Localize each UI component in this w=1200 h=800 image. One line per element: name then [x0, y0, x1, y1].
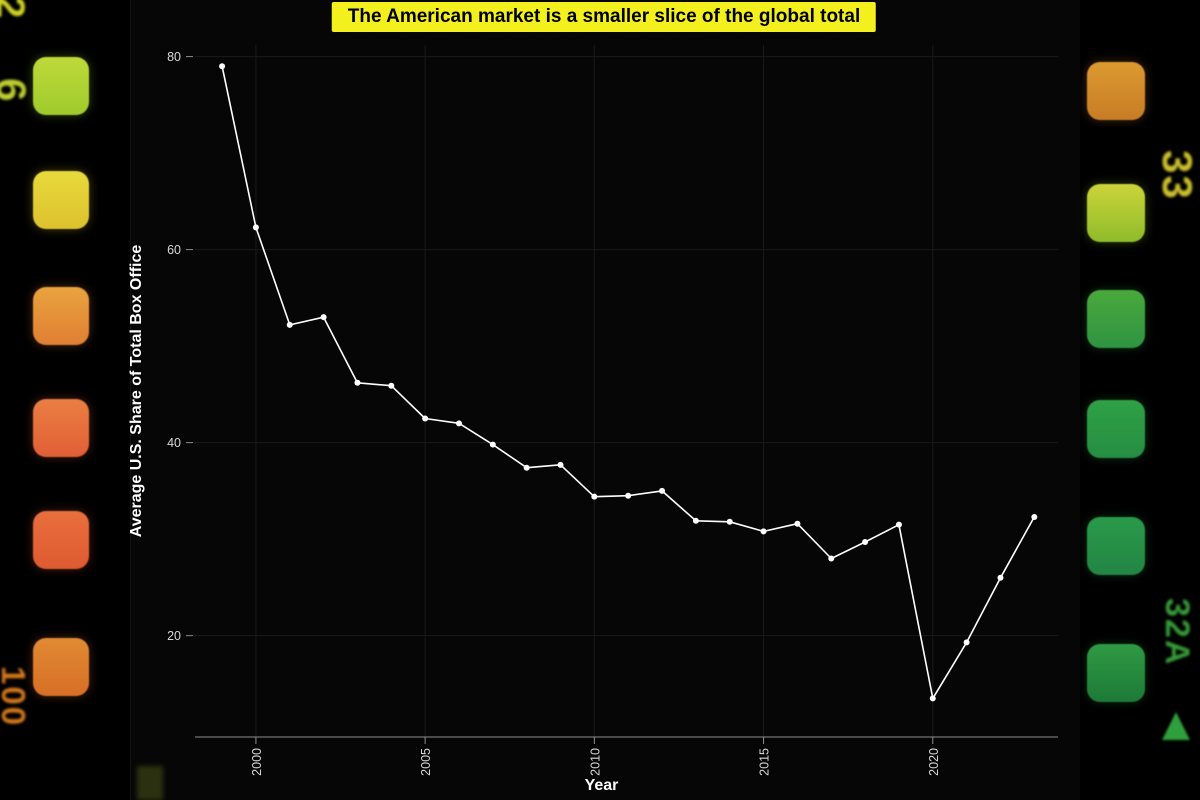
x-tick-label: 2005	[419, 748, 433, 776]
data-point	[997, 574, 1004, 581]
data-point	[455, 420, 462, 427]
sprocket-hole	[1087, 62, 1145, 120]
x-axis-title: Year	[585, 777, 619, 794]
y-tick-label: 60	[167, 243, 181, 257]
film-arrow-icon	[1162, 712, 1190, 740]
sprocket-hole	[1087, 290, 1145, 348]
data-point	[219, 63, 226, 70]
chart-title-banner: The American market is a smaller slice o…	[331, 2, 877, 32]
sprocket-hole	[1087, 644, 1145, 702]
data-point	[625, 492, 632, 499]
y-tick-label: 20	[167, 629, 181, 643]
x-tick-label: 2000	[250, 748, 264, 776]
data-point	[963, 639, 970, 646]
data-point	[422, 415, 429, 422]
data-point	[557, 461, 564, 468]
sprocket-hole	[1087, 184, 1145, 242]
data-point	[692, 517, 699, 524]
chart-frame	[130, 0, 1082, 800]
data-point	[895, 521, 902, 528]
sprocket-hole	[33, 399, 89, 457]
chart-title: The American market is a smaller slice o…	[347, 6, 861, 27]
x-tick-label: 2020	[927, 748, 941, 776]
sprocket-hole	[33, 287, 89, 345]
gridlines	[195, 45, 1058, 737]
data-point	[320, 314, 327, 321]
sprocket-hole	[33, 171, 89, 229]
film-strip-right: 33 32A	[1080, 0, 1200, 800]
data-point	[929, 695, 936, 702]
x-tick-label: 2015	[758, 748, 772, 776]
data-point	[388, 382, 395, 389]
y-axis-title: Average U.S. Share of Total Box Office	[128, 245, 145, 538]
series-line	[221, 65, 1036, 700]
x-tick-label: 2010	[588, 748, 602, 776]
data-point	[286, 321, 293, 328]
film-artifact	[137, 766, 163, 800]
sprocket-hole	[1087, 517, 1145, 575]
sprocket-hole	[33, 57, 89, 115]
data-point	[659, 487, 666, 494]
sprocket-hole	[33, 638, 89, 696]
data-point	[489, 441, 496, 448]
y-tick-label: 80	[167, 50, 181, 64]
data-point	[794, 520, 801, 527]
film-strip-left: 2 6 100	[0, 0, 130, 800]
data-point	[828, 555, 835, 562]
y-tick-label: 40	[167, 436, 181, 450]
data-point	[354, 379, 361, 386]
data-point	[862, 539, 869, 546]
data-point	[760, 528, 767, 535]
data-point	[252, 224, 259, 231]
data-points	[219, 63, 1038, 702]
data-point	[726, 518, 733, 525]
data-point	[523, 464, 530, 471]
data-point	[1031, 513, 1038, 520]
data-point	[591, 493, 598, 500]
sprocket-hole	[33, 511, 89, 569]
sprocket-hole	[1087, 400, 1145, 458]
